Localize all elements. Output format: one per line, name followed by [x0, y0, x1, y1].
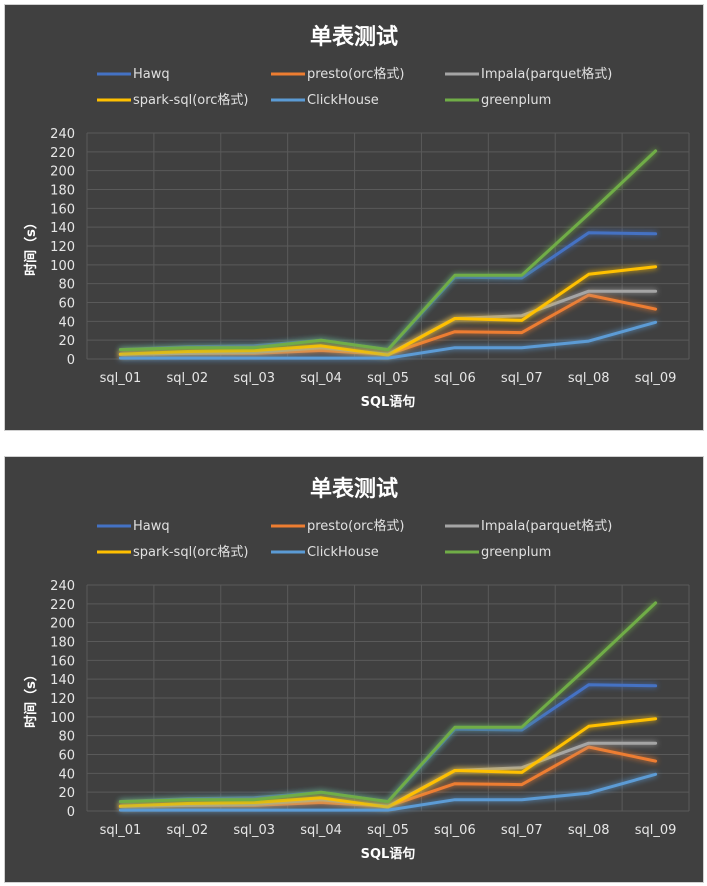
x-tick-label: sql_03: [233, 823, 275, 838]
y-tick-label: 20: [58, 786, 75, 801]
x-tick-label: sql_06: [434, 371, 476, 386]
legend-label: greenplum: [481, 545, 551, 560]
y-tick-label: 220: [50, 598, 75, 613]
series-line-greenplum: [118, 149, 658, 352]
y-tick-label: 240: [50, 579, 75, 594]
y-tick-label: 240: [50, 127, 75, 142]
x-tick-label: sql_05: [367, 823, 409, 838]
y-tick-label: 200: [50, 617, 75, 632]
legend-item: presto(orc格式): [271, 66, 404, 82]
y-tick-label: 0: [67, 805, 75, 820]
y-tick-label: 100: [50, 259, 75, 274]
x-tick-label: sql_05: [367, 371, 409, 386]
x-tick-label: sql_07: [501, 371, 543, 386]
y-tick-label: 140: [50, 221, 75, 236]
y-axis-title: 时间（s）: [23, 668, 39, 728]
series-line-spark-sql-orc: [118, 265, 658, 357]
y-tick-label: 180: [50, 184, 75, 199]
series-line-clickhouse: [118, 320, 658, 360]
legend-item: spark-sql(orc格式): [97, 92, 249, 108]
x-tick-label: sql_09: [635, 371, 677, 386]
y-tick-label: 0: [67, 353, 75, 368]
series-line-impala-parquet: [118, 741, 658, 808]
legend-label: presto(orc格式): [307, 66, 404, 82]
x-tick-label: sql_02: [166, 371, 208, 386]
x-tick-label: sql_06: [434, 823, 476, 838]
x-tick-label: sql_07: [501, 823, 543, 838]
legend-item: Hawq: [97, 519, 170, 534]
legend-label: Impala(parquet格式): [481, 66, 612, 82]
legend-label: Hawq: [133, 519, 170, 534]
legend-item: Impala(parquet格式): [445, 66, 612, 82]
y-tick-label: 200: [50, 165, 75, 180]
line-chart-2: 单表测试 Hawq presto(orc格式) Impala(parquet格式) sp…: [23, 477, 690, 862]
legend-item: greenplum: [445, 545, 551, 560]
x-tick-label: sql_03: [233, 371, 275, 386]
legend-label: spark-sql(orc格式): [133, 544, 249, 560]
series-line-hawq: [118, 683, 658, 804]
x-tick-label: sql_08: [568, 371, 610, 386]
legend-item: greenplum: [445, 93, 551, 108]
series-line-clickhouse: [118, 772, 658, 812]
y-tick-label: 100: [50, 711, 75, 726]
x-tick-label: sql_08: [568, 823, 610, 838]
x-axis-title: SQL语句: [361, 846, 416, 862]
chart-panel-2: 单表测试 Hawq presto(orc格式) Impala(parquet格式) sp…: [4, 456, 704, 883]
legend-label: Hawq: [133, 67, 170, 82]
y-tick-label: 120: [50, 240, 75, 255]
series-line-greenplum: [118, 601, 658, 804]
x-tick-label: sql_04: [300, 371, 342, 386]
x-tick-label: sql_04: [300, 823, 342, 838]
line-chart-1: 单表测试 Hawq presto(orc格式) Impala(parquet格式) sp…: [23, 25, 690, 410]
chart-panel-1: 单表测试 Hawq presto(orc格式) Impala(parquet格式) sp…: [4, 4, 704, 431]
y-tick-label: 160: [50, 654, 75, 669]
x-tick-label: sql_01: [100, 371, 142, 386]
legend-label: greenplum: [481, 93, 551, 108]
series-line-spark-sql-orc: [118, 717, 658, 809]
y-tick-label: 80: [58, 278, 75, 293]
y-axis-title: 时间（s）: [23, 216, 39, 276]
legend-label: ClickHouse: [307, 93, 379, 108]
x-tick-label: sql_01: [100, 823, 142, 838]
legend-label: ClickHouse: [307, 545, 379, 560]
chart-title: 单表测试: [310, 25, 398, 50]
legend-item: Impala(parquet格式): [445, 518, 612, 534]
legend-item: presto(orc格式): [271, 518, 404, 534]
y-tick-label: 80: [58, 730, 75, 745]
x-axis-title: SQL语句: [361, 394, 416, 410]
y-tick-label: 140: [50, 673, 75, 688]
legend-label: spark-sql(orc格式): [133, 92, 249, 108]
y-tick-label: 120: [50, 692, 75, 707]
legend-item: ClickHouse: [271, 93, 379, 108]
chart-title: 单表测试: [310, 477, 398, 502]
legend-item: Hawq: [97, 67, 170, 82]
y-tick-label: 40: [58, 767, 75, 782]
x-tick-label: sql_09: [635, 823, 677, 838]
legend-label: presto(orc格式): [307, 518, 404, 534]
y-tick-label: 40: [58, 315, 75, 330]
y-tick-label: 60: [58, 749, 75, 764]
series-line-impala-parquet: [118, 289, 658, 356]
y-tick-label: 20: [58, 334, 75, 349]
series-line-hawq: [118, 231, 658, 352]
legend-item: ClickHouse: [271, 545, 379, 560]
y-tick-label: 220: [50, 146, 75, 161]
x-tick-label: sql_02: [166, 823, 208, 838]
legend-label: Impala(parquet格式): [481, 518, 612, 534]
y-tick-label: 180: [50, 636, 75, 651]
y-tick-label: 160: [50, 202, 75, 217]
legend-item: spark-sql(orc格式): [97, 544, 249, 560]
y-tick-label: 60: [58, 297, 75, 312]
